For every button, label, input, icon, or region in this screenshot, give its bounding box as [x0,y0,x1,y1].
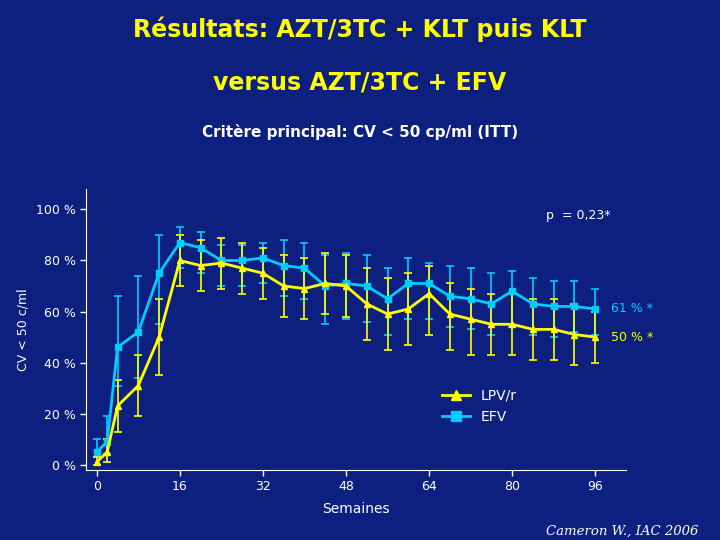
Legend: LPV/r, EFV: LPV/r, EFV [436,383,522,429]
Text: versus AZT/3TC + EFV: versus AZT/3TC + EFV [213,70,507,94]
Text: Cameron W., IAC 2006: Cameron W., IAC 2006 [546,524,698,537]
Text: 50 % *: 50 % * [611,330,653,343]
Text: 61 % *: 61 % * [611,302,653,315]
Text: Critère principal: CV < 50 cp/ml (ITT): Critère principal: CV < 50 cp/ml (ITT) [202,124,518,140]
Text: p  = 0,23*: p = 0,23* [546,208,610,221]
Y-axis label: CV < 50 c/ml: CV < 50 c/ml [16,288,30,371]
X-axis label: Semaines: Semaines [323,502,390,516]
Text: Résultats: AZT/3TC + KLT puis KLT: Résultats: AZT/3TC + KLT puis KLT [133,16,587,42]
